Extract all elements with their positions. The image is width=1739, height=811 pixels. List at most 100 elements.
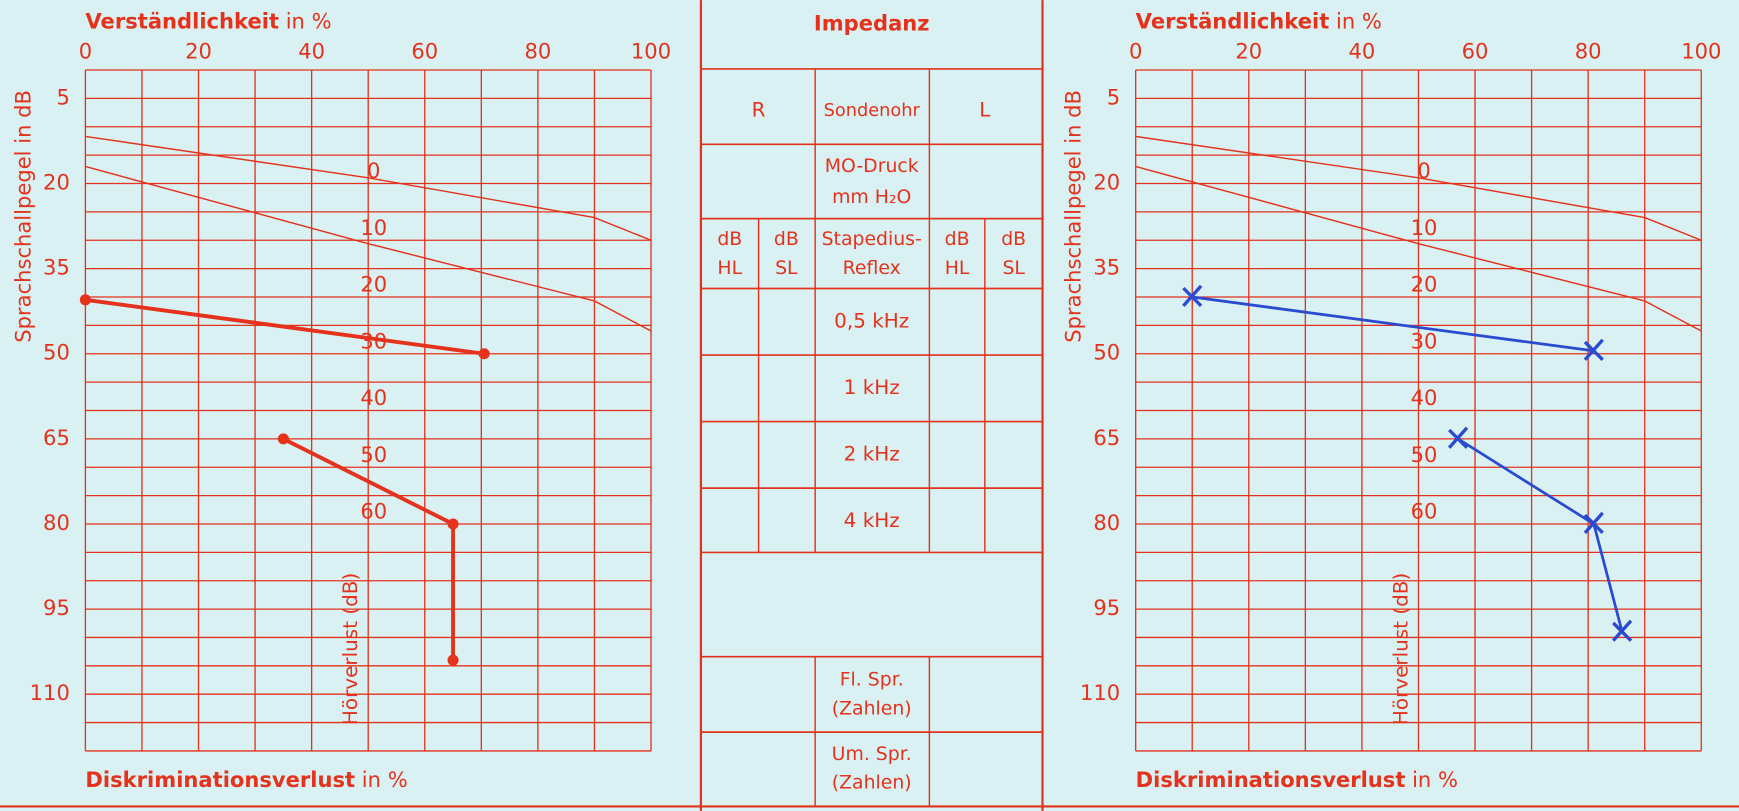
y-tick-label: 20 <box>43 170 70 195</box>
data-point <box>447 654 459 666</box>
x-tick-label: 0 <box>79 38 92 63</box>
data-point <box>79 294 91 306</box>
x-tick-label: 100 <box>1681 38 1721 63</box>
x-axis-label: Verständlichkeit in % <box>85 8 331 33</box>
bottom-label-name: Diskriminationsverlust <box>1136 767 1406 792</box>
x-tick-label: 80 <box>524 38 551 63</box>
impedance-table: Impedanz R Sondenohr L MO-Druck mm H₂O dB HL dB S… <box>717 11 1026 794</box>
curve-label: Hörverlust (dB) <box>338 573 362 725</box>
x-axis-label-name: Verständlichkeit <box>1136 8 1330 33</box>
x-axis-label-name: Verständlichkeit <box>85 8 279 33</box>
y-tick-label: 110 <box>30 680 70 705</box>
y-tick-label: 35 <box>43 255 70 280</box>
table-text: dB <box>774 229 799 250</box>
table-text: Fl. Spr. <box>840 669 904 690</box>
table-text: L <box>979 98 991 122</box>
y-tick-label: 20 <box>1093 170 1120 195</box>
table-text: 1 kHz <box>844 375 900 399</box>
y-tick-label: 80 <box>43 510 70 535</box>
data-point <box>277 433 289 445</box>
x-tick-label: 80 <box>1575 38 1602 63</box>
table-text: R <box>752 98 766 122</box>
data-point <box>1583 338 1604 361</box>
hearing-loss-tick: 50 <box>1411 442 1438 467</box>
table-text: dB <box>1001 229 1026 250</box>
hearing-loss-tick: 10 <box>1411 215 1438 240</box>
hearing-loss-tick: 40 <box>360 385 387 410</box>
chart: 0 20 40 60 80 1005203550658095110Verständlich… <box>10 8 671 792</box>
y-tick-label: 80 <box>1093 510 1120 535</box>
data-line <box>1192 295 1595 353</box>
table-text: Reflex <box>843 258 901 279</box>
hearing-loss-tick: 0 <box>367 158 380 183</box>
reference-curve <box>85 135 652 241</box>
reference-curve <box>1135 135 1702 241</box>
bottom-label: Diskriminationsverlust in % <box>1136 767 1458 792</box>
table-text: HL <box>717 258 742 279</box>
table-text: Stapedius- <box>822 229 922 250</box>
hearing-loss-tick: 0 <box>1417 158 1430 183</box>
table-text: dB <box>945 229 970 250</box>
data-point <box>1182 284 1203 308</box>
x-tick-label: 60 <box>411 38 438 63</box>
table-text: HL <box>945 258 970 279</box>
x-tick-label: 40 <box>298 38 325 63</box>
y-axis-label: Sprachschallpegel in dB <box>10 90 35 343</box>
data-point <box>1447 426 1469 449</box>
y-tick-label: 5 <box>56 84 69 109</box>
table-text: Sondenohr <box>824 101 921 121</box>
hearing-loss-tick: 20 <box>1411 272 1438 297</box>
table-text: 4 kHz <box>844 508 900 532</box>
y-tick-label: 95 <box>1093 595 1120 620</box>
bottom-label: Diskriminationsverlust in % <box>85 767 407 792</box>
table-text: Impedanz <box>814 11 930 36</box>
table-text: dB <box>717 229 742 250</box>
hearing-loss-tick: 50 <box>360 442 387 467</box>
y-axis-label: Sprachschallpegel in dB <box>1061 90 1086 343</box>
y-tick-label: 50 <box>43 340 70 365</box>
chart: 0 20 40 60 80 1005203550658095110Verständlich… <box>1061 8 1722 792</box>
y-tick-label: 35 <box>1093 255 1120 280</box>
table-text: SL <box>1002 258 1025 279</box>
bottom-label-unit: in % <box>362 767 408 792</box>
y-tick-label: 95 <box>43 595 70 620</box>
curve-label: Hörverlust (dB) <box>1388 573 1412 725</box>
x-axis-label: Verständlichkeit in % <box>1136 8 1382 33</box>
table-text: (Zahlen) <box>832 698 912 719</box>
x-tick-label: 0 <box>1129 38 1142 63</box>
data-point <box>447 518 459 530</box>
data-point <box>1611 619 1633 642</box>
x-tick-label: 60 <box>1462 38 1489 63</box>
x-tick-label: 20 <box>1235 38 1262 63</box>
reference-curve <box>1135 165 1702 332</box>
table-text: MO-Druck <box>825 156 919 177</box>
x-tick-label: 40 <box>1349 38 1376 63</box>
data-line <box>85 297 485 356</box>
hearing-loss-tick: 10 <box>360 215 387 240</box>
table-text: mm H₂O <box>832 187 911 208</box>
data-point <box>478 348 490 360</box>
bottom-label-name: Diskriminationsverlust <box>85 767 355 792</box>
y-tick-label: 50 <box>1093 340 1120 365</box>
table-text: SL <box>775 258 798 279</box>
x-tick-label: 100 <box>631 38 671 63</box>
hearing-loss-tick: 60 <box>1411 499 1438 524</box>
hearing-loss-tick: 40 <box>1411 385 1438 410</box>
hearing-loss-tick: 20 <box>360 272 387 297</box>
table-text: 2 kHz <box>844 441 900 465</box>
y-tick-label: 5 <box>1107 84 1120 109</box>
hearing-loss-tick: 60 <box>360 499 387 524</box>
y-tick-label: 110 <box>1080 680 1120 705</box>
bottom-label-unit: in % <box>1412 767 1458 792</box>
table-text: 0,5 kHz <box>834 308 909 332</box>
hearing-loss-tick: 30 <box>1411 328 1438 353</box>
y-tick-label: 65 <box>43 425 70 450</box>
reference-curve <box>85 165 652 332</box>
data-point <box>1583 511 1604 535</box>
y-tick-label: 65 <box>1093 425 1120 450</box>
table-text: (Zahlen) <box>832 773 912 794</box>
x-axis-label-unit: in % <box>286 8 332 33</box>
x-axis-label-unit: in % <box>1336 8 1382 33</box>
